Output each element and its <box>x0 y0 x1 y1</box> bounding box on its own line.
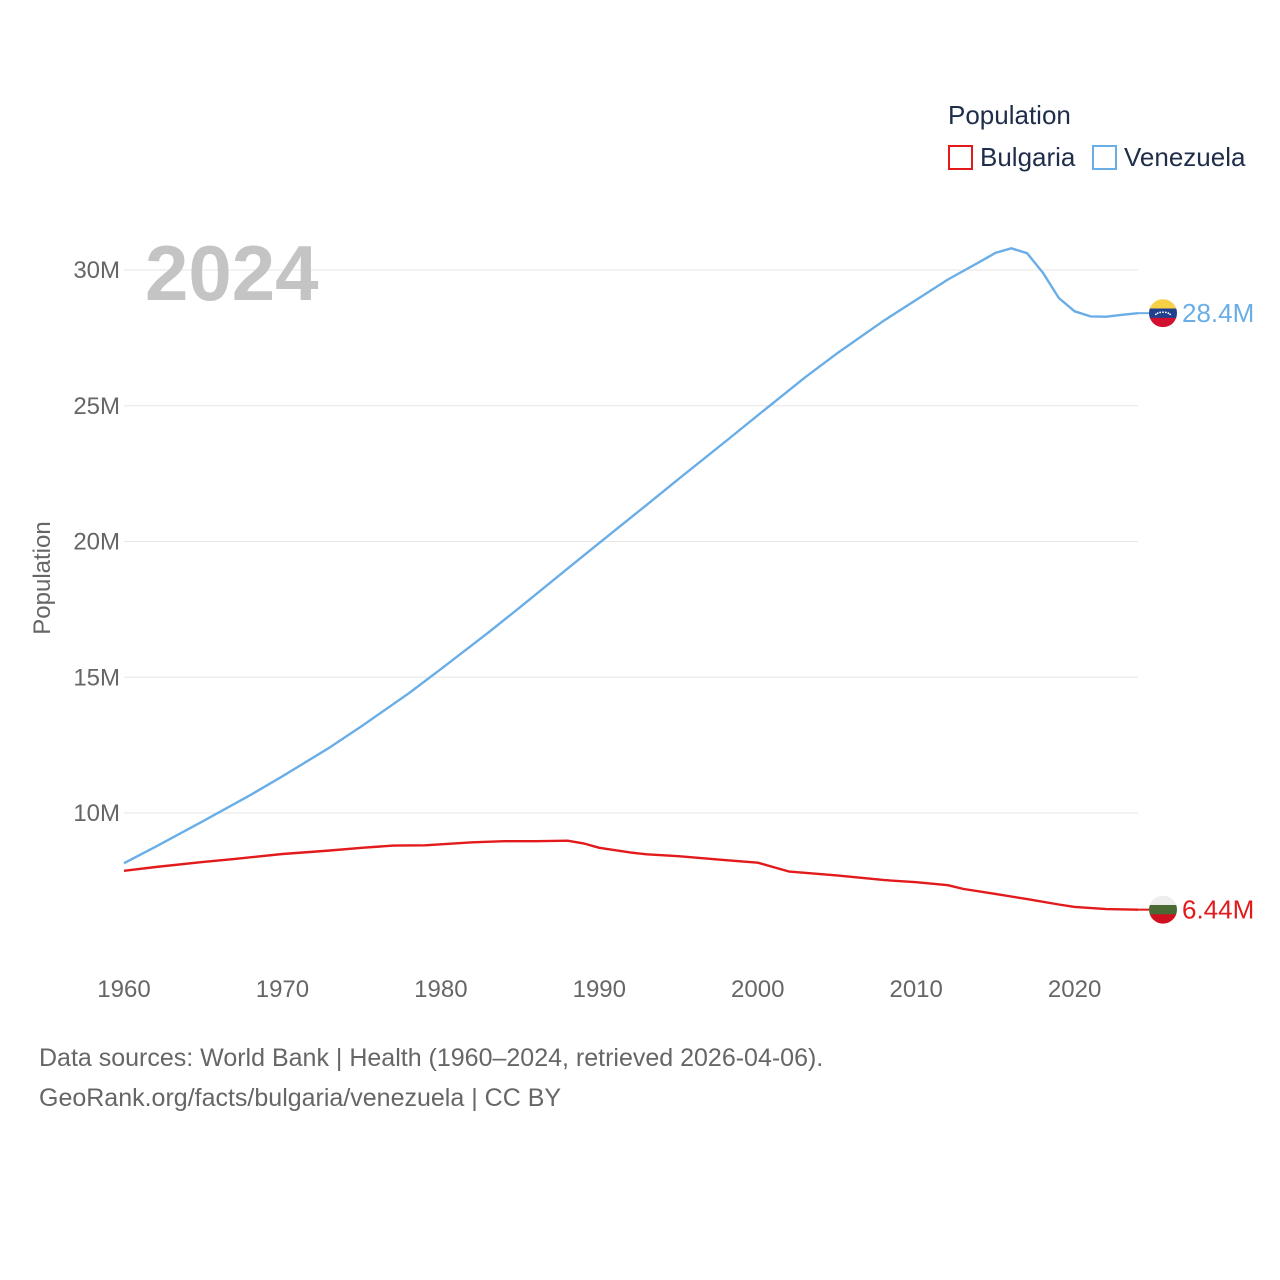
x-tick-label: 1960 <box>97 976 150 1003</box>
legend-swatch-bulgaria <box>948 145 973 170</box>
series-lines <box>123 247 1139 911</box>
end-label-bulgaria: 6.44M <box>1182 895 1254 925</box>
series-line-venezuela <box>123 247 1139 865</box>
y-axis-title: Population <box>29 521 56 634</box>
footer-sources: Data sources: World Bank | Health (1960–… <box>39 1044 824 1072</box>
y-tick-label: 30M <box>73 257 120 284</box>
y-tick-label: 25M <box>73 393 120 420</box>
x-tick-label: 1980 <box>414 976 467 1003</box>
legend-title: Population <box>948 100 1071 130</box>
legend-label-venezuela: Venezuela <box>1124 142 1246 172</box>
x-tick-label: 1970 <box>256 976 309 1003</box>
y-tick-label: 10M <box>73 800 120 827</box>
legend: Population Bulgaria Venezuela <box>948 100 1246 172</box>
end-markers: 6.44M 28.4M <box>1138 298 1254 925</box>
legend-swatch-venezuela <box>1092 145 1117 170</box>
year-label: 2024 <box>145 229 319 317</box>
y-tick-label: 15M <box>73 664 120 691</box>
legend-item-bulgaria[interactable]: Bulgaria <box>948 142 1076 172</box>
x-tick-label: 2000 <box>731 976 784 1003</box>
gridlines <box>124 269 1138 814</box>
legend-item-venezuela[interactable]: Venezuela <box>1092 142 1246 172</box>
footer-attribution[interactable]: GeoRank.org/facts/bulgaria/venezuela | C… <box>39 1084 562 1112</box>
x-tick-label: 2010 <box>889 976 942 1003</box>
y-axis-ticks: 10M 15M 20M 25M 30M <box>73 257 120 827</box>
y-tick-label: 20M <box>73 529 120 556</box>
series-line-bulgaria <box>123 839 1139 911</box>
legend-label-bulgaria: Bulgaria <box>980 142 1076 172</box>
end-label-venezuela: 28.4M <box>1182 298 1254 328</box>
x-axis-ticks: 1960 1970 1980 1990 2000 2010 2020 <box>97 976 1101 1003</box>
bulgaria-flag-icon <box>1149 895 1177 924</box>
x-tick-label: 2020 <box>1048 976 1101 1003</box>
x-tick-label: 1990 <box>573 976 626 1003</box>
venezuela-flag-icon <box>1149 299 1177 328</box>
